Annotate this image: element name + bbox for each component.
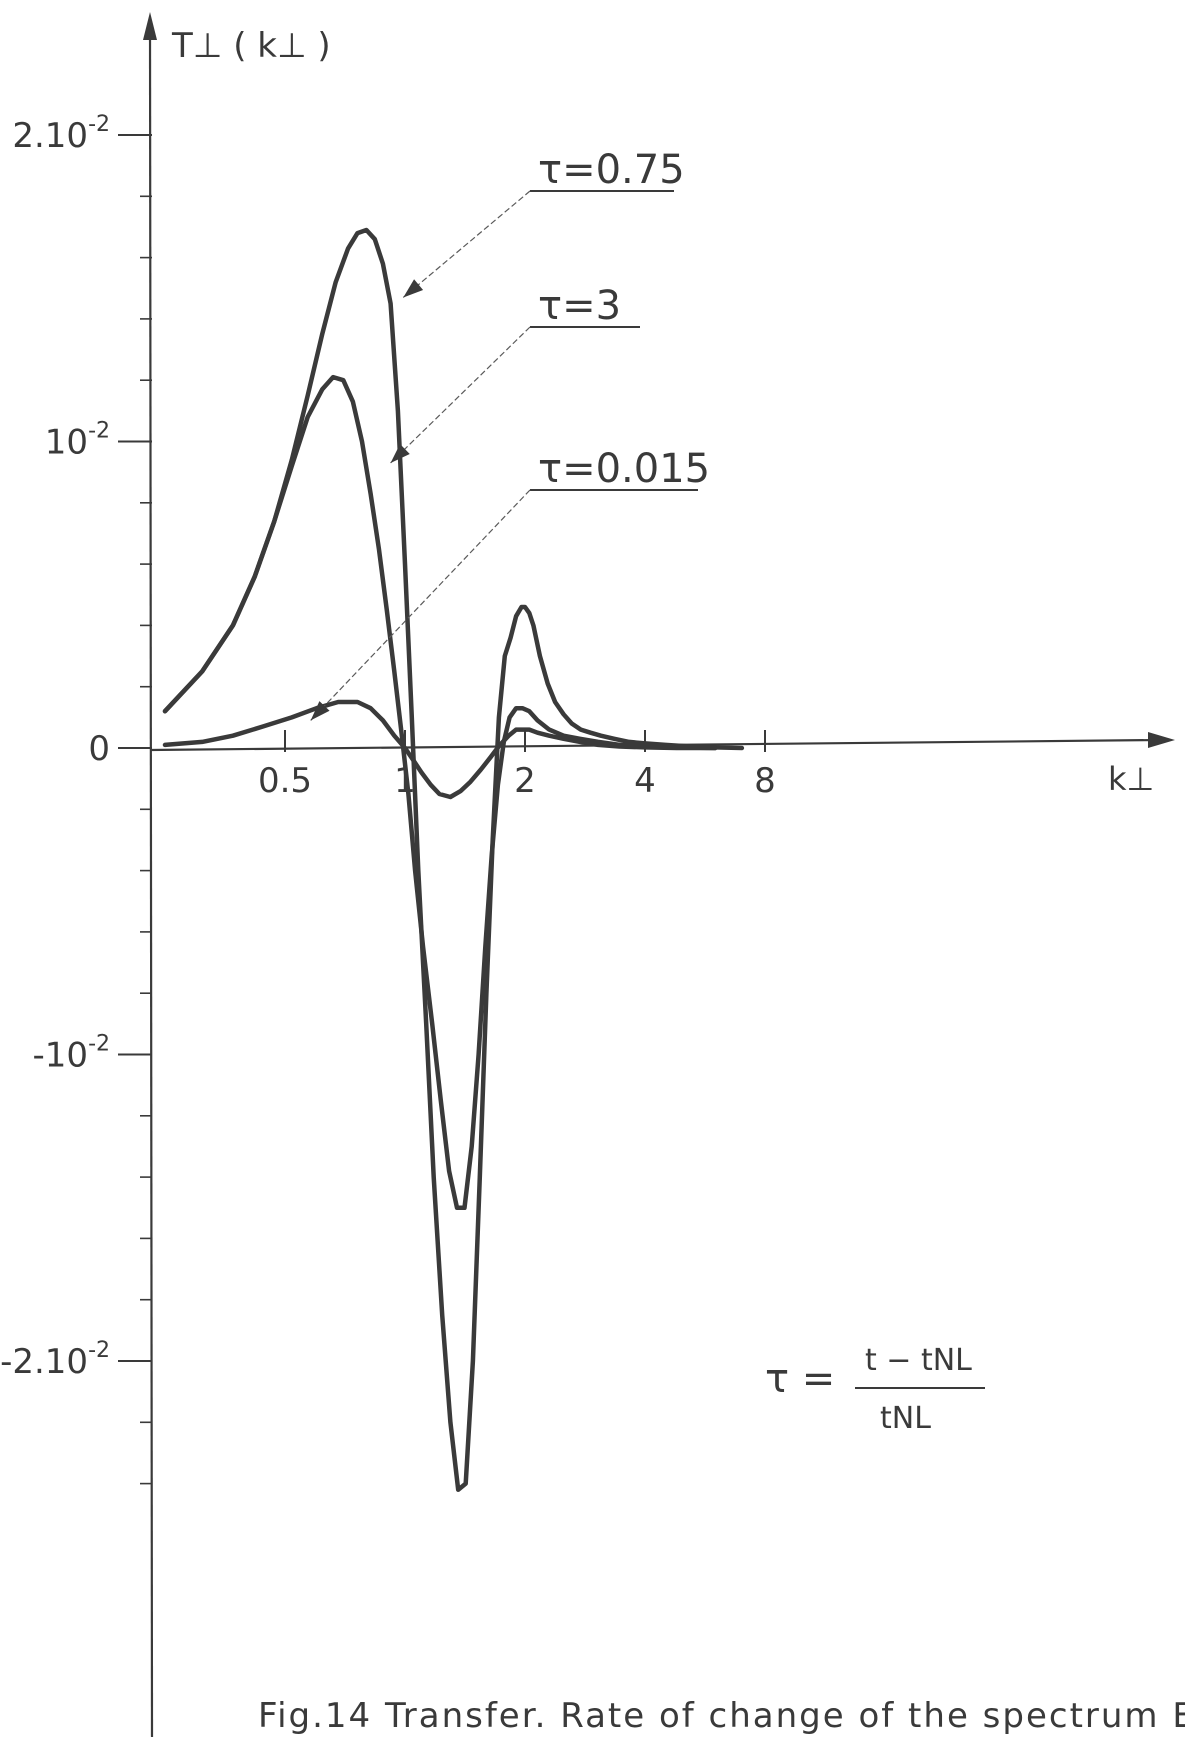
y-axis-label: T⊥ ( k⊥ ) xyxy=(171,26,331,66)
annotation-leader-line xyxy=(390,326,531,464)
annotation-arrowhead xyxy=(390,443,410,463)
y-tick-label: 2.10-2 xyxy=(12,112,110,156)
x-tick-label: 2 xyxy=(514,761,536,801)
x-tick-label: 8 xyxy=(754,761,776,801)
x-axis-label: k⊥ xyxy=(1108,760,1154,798)
y-axis-line xyxy=(148,21,154,1738)
x-tick-label: 0.5 xyxy=(258,761,312,801)
series-line xyxy=(162,699,718,800)
tau-definition: τ = t − tNL tNL xyxy=(765,1343,985,1436)
y-tick-label: -2.10-2 xyxy=(0,1338,110,1382)
tau-definition-numerator: t − tNL xyxy=(865,1343,972,1378)
y-ticks: 2.10-2 10-2 0 -10-2 -2.10-2 xyxy=(0,112,152,1485)
tau-definition-lhs: τ = xyxy=(765,1356,835,1402)
y-axis-arrowhead xyxy=(143,12,157,40)
series-line xyxy=(162,374,718,1211)
series-annotation-label: τ=3 xyxy=(538,283,621,329)
series-line xyxy=(162,227,745,1492)
tau-definition-denominator: tNL xyxy=(880,1401,931,1436)
x-ticks: 0.5 1 2 4 8 xyxy=(258,730,776,801)
annotation-leader-line xyxy=(310,489,531,721)
figure-caption: Fig.14 Transfer. Rate of change of the s… xyxy=(258,1696,1185,1736)
series-annotation-label: τ=0.75 xyxy=(538,147,685,193)
annotation-leader-line xyxy=(402,190,531,298)
annotation-arrowhead xyxy=(403,279,424,298)
x-axis-arrowhead xyxy=(1148,732,1175,748)
y-tick-label: 0 xyxy=(88,729,110,769)
y-tick-label: -10-2 xyxy=(33,1032,110,1076)
x-tick-label: 4 xyxy=(634,761,656,801)
annotation-arrowhead xyxy=(310,701,330,721)
axes xyxy=(143,12,1175,1738)
y-tick-label: 10-2 xyxy=(45,419,110,463)
series-group xyxy=(162,227,745,1492)
series-annotation-label: τ=0.015 xyxy=(538,446,710,492)
annotations: τ=0.75 τ=3 τ=0.015 xyxy=(310,147,710,721)
